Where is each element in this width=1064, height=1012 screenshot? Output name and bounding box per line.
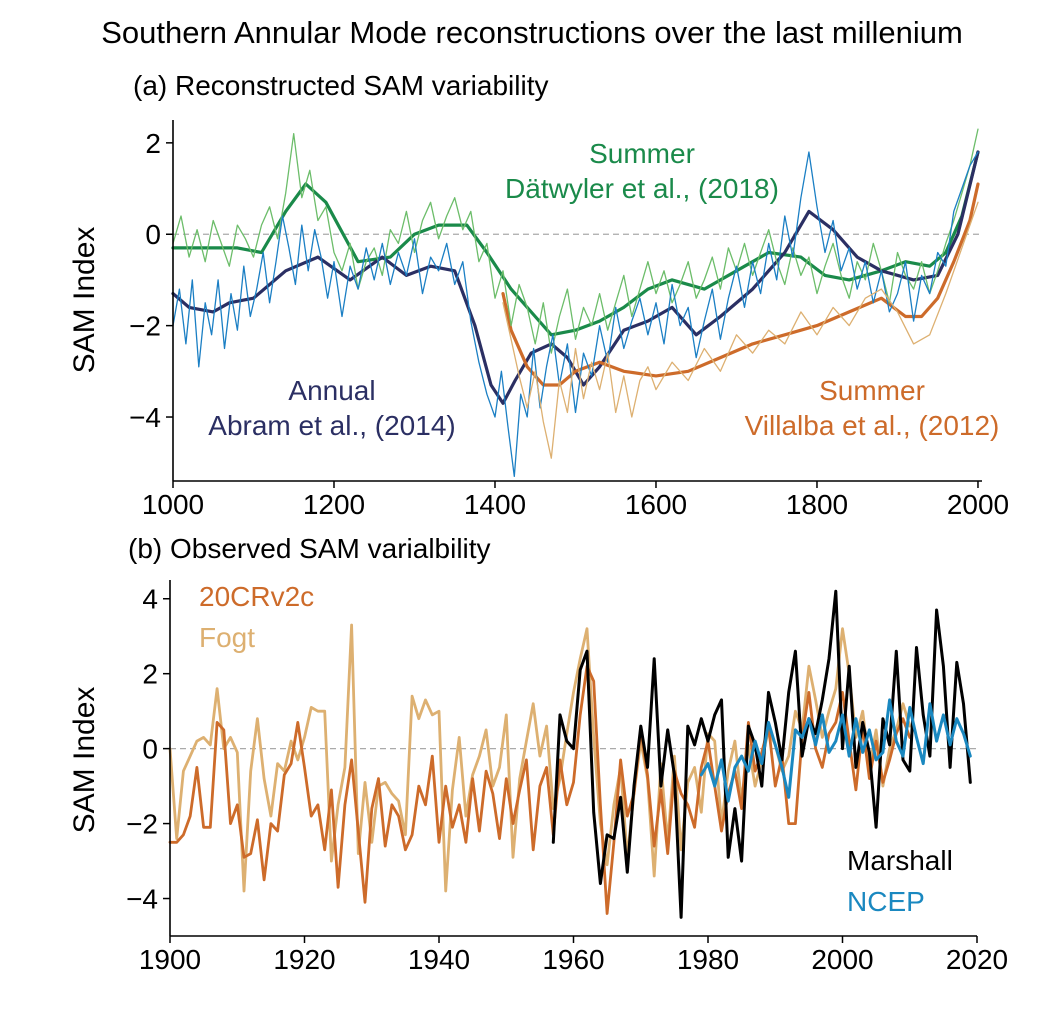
y-tick-label: 0 bbox=[142, 734, 158, 765]
y-tick-label: 2 bbox=[142, 659, 158, 690]
x-tick-label: 2020 bbox=[946, 944, 1008, 975]
series-line-orange-2 bbox=[501, 182, 980, 387]
annotation-label: Summer bbox=[589, 138, 695, 169]
x-tick-label: 1000 bbox=[142, 489, 204, 520]
y-tick-label: 2 bbox=[145, 128, 161, 159]
x-tick-label: 1940 bbox=[408, 944, 470, 975]
legend-entry-fogt: Fogt bbox=[199, 622, 255, 653]
x-tick-label: 1600 bbox=[625, 489, 687, 520]
x-tick-label: 1960 bbox=[542, 944, 604, 975]
x-tick-label: 1900 bbox=[139, 944, 201, 975]
y-tick-label: −2 bbox=[126, 809, 158, 840]
x-tick-label: 1400 bbox=[464, 489, 526, 520]
annotation-label: Abram et al., (2014) bbox=[208, 410, 455, 441]
panel-a: (a) Reconstructed SAM variability SAM In… bbox=[68, 70, 1009, 520]
series-line-blue-4 bbox=[172, 151, 979, 478]
annotation-label: Dätwyler et al., (2018) bbox=[505, 173, 779, 204]
x-tick-label: 1980 bbox=[677, 944, 739, 975]
y-tick-label: 4 bbox=[142, 584, 158, 615]
y-tick-label: 0 bbox=[145, 219, 161, 250]
series-line-marshall bbox=[551, 589, 972, 919]
legend-entry-marshall: Marshall bbox=[847, 845, 953, 876]
series-line-green_light-3 bbox=[172, 128, 979, 354]
annotation-label: Villalba et al., (2012) bbox=[745, 410, 1000, 441]
legend-entry-ncep: NCEP bbox=[847, 886, 925, 917]
annotation-label: Annual bbox=[288, 375, 375, 406]
y-tick-label: −2 bbox=[129, 311, 161, 342]
x-tick-label: 2000 bbox=[947, 489, 1009, 520]
panel-a-plot: 1000 1200 1400 1600 1800 2000 −4 −2 0 2 Summer Dätw… bbox=[129, 120, 1009, 520]
series-line-tan-5 bbox=[502, 201, 979, 459]
y-tick-label: −4 bbox=[129, 402, 161, 433]
panel-b: (b) Observed SAM varialbility SAM Index … bbox=[68, 533, 1008, 975]
series-line-ncep bbox=[699, 698, 972, 803]
figure-title: Southern Annular Mode reconstructions ov… bbox=[101, 15, 963, 50]
series-line-fogt bbox=[168, 623, 912, 893]
annotation-label: Summer bbox=[819, 375, 925, 406]
series-line-20crv2c bbox=[168, 664, 912, 915]
panel-b-label: (b) Observed SAM varialbility bbox=[128, 533, 491, 564]
x-tick-label: 1800 bbox=[786, 489, 848, 520]
panel-a-label: (a) Reconstructed SAM variability bbox=[133, 70, 548, 101]
x-tick-label: 2000 bbox=[811, 944, 873, 975]
panel-b-ylabel: SAM Index bbox=[68, 687, 101, 834]
x-tick-label: 1200 bbox=[303, 489, 365, 520]
series-line-navy-1 bbox=[171, 150, 980, 405]
legend-entry-20crv2c: 20CRv2c bbox=[199, 581, 314, 612]
panel-b-plot: 1900 1920 1940 1960 1980 2000 2020 −4 −2 0 2 4 20CRv… bbox=[126, 580, 1008, 975]
panel-a-ylabel: SAM Index bbox=[68, 227, 101, 374]
x-tick-label: 1920 bbox=[273, 944, 335, 975]
y-tick-label: −4 bbox=[126, 884, 158, 915]
